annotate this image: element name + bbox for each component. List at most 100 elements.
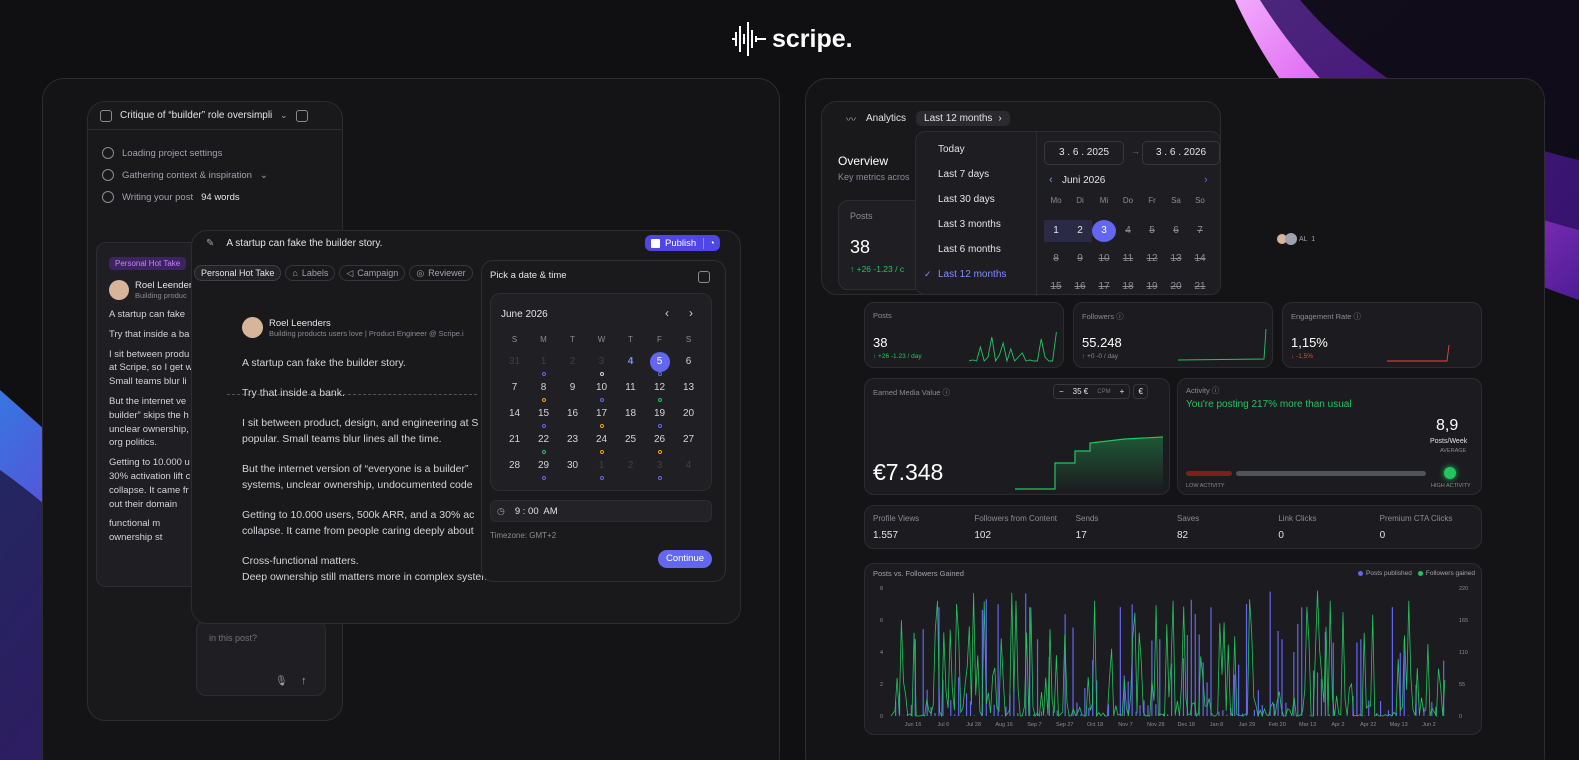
chat-input[interactable]: in this post? 🎙 ↑ xyxy=(196,620,326,696)
avatar-group[interactable]: AL 1 xyxy=(1276,233,1315,245)
range-day[interactable]: 18 xyxy=(1122,281,1134,292)
range-day[interactable]: 3 xyxy=(1092,220,1116,242)
range-day[interactable]: 12 xyxy=(1146,253,1158,264)
edit-icon[interactable] xyxy=(295,109,308,122)
continue-button[interactable]: Continue xyxy=(658,550,713,568)
range-day[interactable]: 11 xyxy=(1122,253,1134,264)
calendar-day[interactable]: 13 xyxy=(682,382,695,393)
range-day[interactable]: 17 xyxy=(1098,281,1110,292)
range-day[interactable]: 20 xyxy=(1170,281,1182,292)
calendar-day[interactable]: 31 xyxy=(508,356,521,367)
range-option[interactable]: Last 3 months xyxy=(924,212,1032,237)
chip-labels[interactable]: ⌂ Labels xyxy=(285,265,336,281)
analytics-icon: 〰 xyxy=(846,115,856,126)
range-day[interactable]: 15 xyxy=(1050,281,1062,292)
calendar-day[interactable]: 2 xyxy=(627,460,634,471)
calendar-day[interactable]: 1 xyxy=(529,352,558,376)
calendar-day[interactable]: 25 xyxy=(624,434,637,445)
chip-campaign[interactable]: ◁ Campaign xyxy=(339,265,406,281)
range-day[interactable]: 5 xyxy=(1149,225,1155,236)
cpm-value[interactable]: 35 € xyxy=(1072,387,1089,396)
calendar-day[interactable]: 3 xyxy=(587,352,616,376)
calendar-day[interactable]: 15 xyxy=(529,404,558,428)
calendar-day[interactable]: 18 xyxy=(624,408,637,419)
next-month-icon[interactable]: › xyxy=(689,306,693,320)
post-body[interactable]: A startup can fake the builder story. Try… xyxy=(242,355,498,585)
range-day[interactable]: 9 xyxy=(1077,253,1083,264)
chip-hot-take[interactable]: Personal Hot Take xyxy=(194,265,282,281)
range-day[interactable]: 16 xyxy=(1074,281,1086,292)
calendar-day[interactable]: 3 xyxy=(645,456,674,480)
prev-month-icon[interactable]: ‹ xyxy=(665,306,669,320)
range-option[interactable]: Last 7 days xyxy=(924,162,1032,187)
calendar-day[interactable]: 12 xyxy=(645,378,674,402)
publish-button[interactable]: Publish ◔ xyxy=(645,235,720,251)
plus-icon[interactable]: + xyxy=(1119,387,1125,396)
range-day[interactable]: 19 xyxy=(1146,281,1158,292)
range-day[interactable]: 13 xyxy=(1170,253,1182,264)
range-option[interactable]: Last 6 months xyxy=(924,237,1032,262)
time-input[interactable]: ◷ 9 : 00 AM xyxy=(490,500,712,522)
range-day[interactable]: 14 xyxy=(1194,253,1206,264)
range-day[interactable]: 4 xyxy=(1125,225,1131,236)
microphone-icon[interactable]: 🎙 xyxy=(275,676,288,687)
calendar-day[interactable]: 28 xyxy=(508,460,521,471)
date-to-input[interactable]: 3 . 6 . 2026 xyxy=(1142,141,1220,165)
range-day[interactable]: 10 xyxy=(1098,253,1110,264)
calendar-day[interactable]: 6 xyxy=(685,356,692,367)
calendar-day[interactable]: 7 xyxy=(511,382,518,393)
calendar-day[interactable]: 4 xyxy=(685,460,692,471)
range-day[interactable]: 7 xyxy=(1197,225,1203,236)
posts-bar xyxy=(1052,710,1054,716)
currency-button[interactable]: € xyxy=(1133,384,1149,399)
range-day[interactable]: 21 xyxy=(1194,281,1206,292)
next-month-icon[interactable]: › xyxy=(1204,174,1208,186)
range-option[interactable]: Last 30 days xyxy=(924,187,1032,212)
date-from-input[interactable]: 3 . 6 . 2025 xyxy=(1044,141,1124,165)
range-option[interactable]: Last 12 months ✓ xyxy=(924,262,1032,287)
range-day[interactable]: 1 xyxy=(1044,220,1068,242)
calendar-day[interactable]: 1 xyxy=(587,456,616,480)
range-button[interactable]: Last 12 months › xyxy=(916,111,1010,126)
posts-bar xyxy=(1186,635,1188,716)
calendar-day[interactable]: 22 xyxy=(529,430,558,454)
calendar-day[interactable]: 27 xyxy=(682,434,695,445)
calendar-day[interactable]: 4 xyxy=(627,356,634,367)
range-day[interactable]: 2 xyxy=(1068,220,1092,242)
calendar-day[interactable]: 21 xyxy=(508,434,521,445)
calendar-day[interactable]: 5 xyxy=(649,352,670,376)
calendar-day[interactable]: 23 xyxy=(566,434,579,445)
prev-month-icon[interactable]: ‹ xyxy=(1049,174,1053,186)
calendar-day[interactable]: 14 xyxy=(508,408,521,419)
history-icon[interactable] xyxy=(100,109,112,122)
range-option[interactable]: Today xyxy=(924,137,1032,162)
calendar-icon[interactable] xyxy=(698,271,710,283)
editor-title[interactable]: Critique of “builder” role oversimplifi xyxy=(120,110,272,121)
minus-icon[interactable]: − xyxy=(1059,387,1064,396)
calendar-day[interactable]: 24 xyxy=(587,430,616,454)
calendar-day[interactable]: 19 xyxy=(645,404,674,428)
stat-label: Saves xyxy=(1176,513,1200,523)
range-day[interactable]: 6 xyxy=(1173,225,1179,236)
posts-bar xyxy=(950,700,952,716)
calendar-day[interactable]: 17 xyxy=(587,404,616,428)
send-arrow-icon[interactable]: ↑ xyxy=(301,675,307,687)
calendar-day[interactable]: 2 xyxy=(569,356,576,367)
calendar-day[interactable]: 26 xyxy=(645,430,674,454)
posts-bar xyxy=(922,629,924,716)
chip-reviewer[interactable]: ◎ Reviewer xyxy=(409,265,473,281)
chevron-down-icon[interactable]: ⌄ xyxy=(280,110,288,120)
calendar-day[interactable]: 8 xyxy=(529,378,558,402)
calendar-day[interactable]: 29 xyxy=(529,456,558,480)
analytics-tab[interactable]: Analytics xyxy=(866,113,907,124)
step-item[interactable]: Gathering context & inspiration ⌄ xyxy=(102,164,328,186)
schedule-clock-icon[interactable]: ◔ xyxy=(703,237,720,249)
calendar-day[interactable]: 11 xyxy=(625,382,636,393)
calendar-day[interactable]: 20 xyxy=(682,408,695,419)
calendar-day[interactable]: 9 xyxy=(569,382,576,393)
calendar-day[interactable]: 10 xyxy=(587,378,616,402)
range-day[interactable]: 8 xyxy=(1053,253,1059,264)
calendar-day[interactable]: 30 xyxy=(566,460,579,471)
calendar-day[interactable]: 16 xyxy=(566,408,579,419)
y-tick-left: 6 xyxy=(880,618,883,624)
